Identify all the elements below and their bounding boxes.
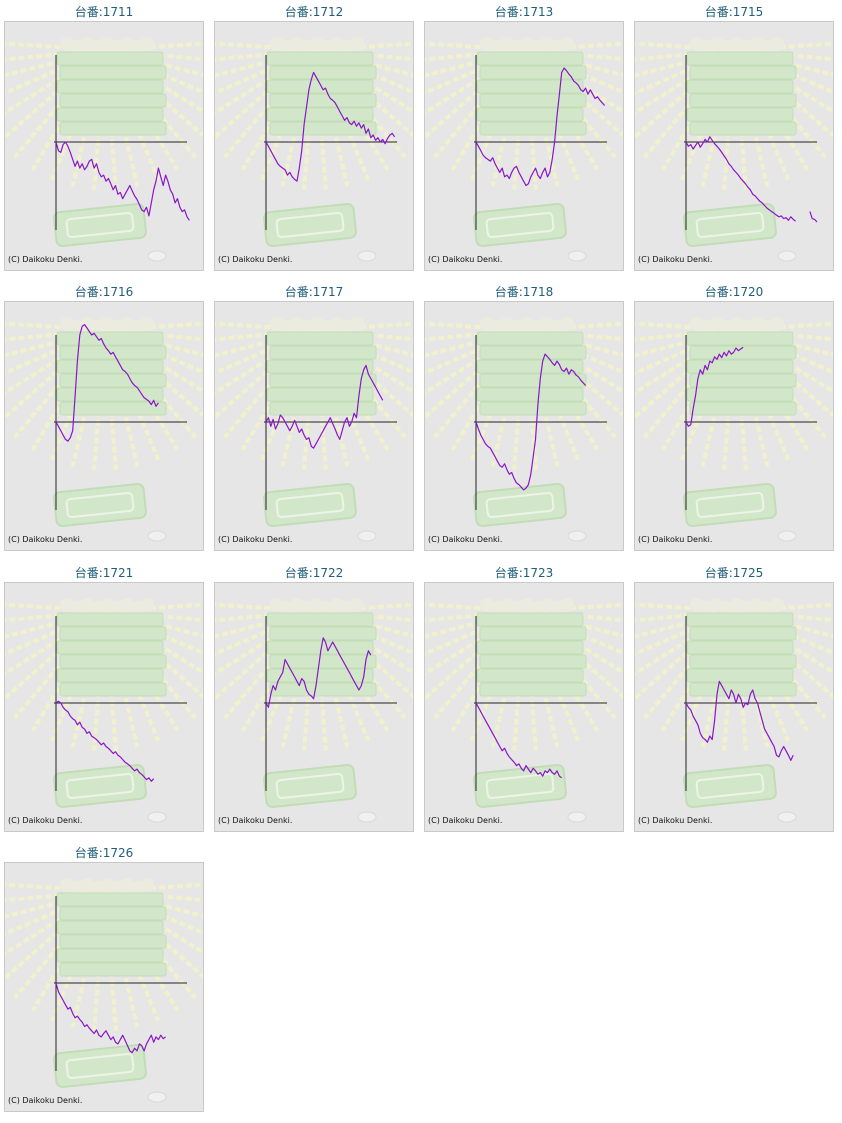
- series-line: [265, 71, 396, 182]
- series-line: [55, 982, 166, 1054]
- background-illustration: [215, 317, 413, 542]
- background-illustration: [425, 598, 623, 823]
- copyright-text: (C) Daikoku Denki.: [8, 816, 83, 825]
- chart-svg: [5, 598, 203, 823]
- chart-panel: (C) Daikoku Denki.: [4, 582, 204, 832]
- chart-title[interactable]: 台番:1715: [704, 5, 764, 19]
- series-line: [55, 700, 155, 782]
- background-illustration: [425, 317, 623, 542]
- copyright-text: (C) Daikoku Denki.: [638, 255, 713, 264]
- chart-panel: (C) Daikoku Denki.: [4, 21, 204, 271]
- chart-panel: (C) Daikoku Denki.: [424, 301, 624, 551]
- machine-chart: 台番:1722 (C) Daikoku Denki.: [212, 561, 416, 833]
- chart-panel: (C) Daikoku Denki.: [214, 301, 414, 551]
- chart-title[interactable]: 台番:1726: [74, 846, 134, 860]
- series-line: [685, 680, 794, 761]
- series-line: [55, 141, 190, 221]
- machine-chart: 台番:1720 (C) Daikoku Denki.: [632, 280, 836, 552]
- chart-title[interactable]: 台番:1720: [704, 285, 764, 299]
- chart-svg: [5, 317, 203, 542]
- chart-title[interactable]: 台番:1725: [704, 566, 764, 580]
- series-line: [475, 67, 606, 187]
- series-line: [809, 211, 818, 223]
- chart-panel: (C) Daikoku Denki.: [424, 21, 624, 271]
- chart-panel: (C) Daikoku Denki.: [424, 582, 624, 832]
- chart-title[interactable]: 台番:1712: [284, 5, 344, 19]
- series-line: [265, 364, 384, 449]
- machine-chart: 台番:1711 (C) Daikoku Denki.: [2, 0, 206, 272]
- copyright-text: (C) Daikoku Denki.: [638, 535, 713, 544]
- machine-chart: 台番:1713 (C) Daikoku Denki.: [422, 0, 626, 272]
- series-line: [55, 324, 159, 442]
- chart-svg: [215, 317, 413, 542]
- background-illustration: [635, 37, 833, 262]
- copyright-text: (C) Daikoku Denki.: [8, 535, 83, 544]
- chart-svg: [635, 37, 833, 262]
- background-illustration: [5, 317, 203, 542]
- copyright-text: (C) Daikoku Denki.: [218, 535, 293, 544]
- chart-title[interactable]: 台番:1711: [74, 5, 134, 19]
- copyright-text: (C) Daikoku Denki.: [218, 255, 293, 264]
- copyright-text: (C) Daikoku Denki.: [8, 1096, 83, 1105]
- chart-title[interactable]: 台番:1717: [284, 285, 344, 299]
- chart-title[interactable]: 台番:1722: [284, 566, 344, 580]
- chart-svg: [425, 598, 623, 823]
- series-line: [685, 346, 744, 427]
- series-line: [475, 702, 563, 779]
- chart-title[interactable]: 台番:1723: [494, 566, 554, 580]
- copyright-text: (C) Daikoku Denki.: [428, 535, 503, 544]
- chart-svg: [215, 598, 413, 823]
- chart-title[interactable]: 台番:1713: [494, 5, 554, 19]
- background-illustration: [635, 598, 833, 823]
- chart-panel: (C) Daikoku Denki.: [4, 301, 204, 551]
- series-line: [265, 637, 372, 708]
- chart-svg: [425, 37, 623, 262]
- background-illustration: [5, 598, 203, 823]
- chart-panel: (C) Daikoku Denki.: [634, 21, 834, 271]
- machine-chart: 台番:1717 (C) Daikoku Denki.: [212, 280, 416, 552]
- machine-chart: 台番:1723 (C) Daikoku Denki.: [422, 561, 626, 833]
- background-illustration: [215, 37, 413, 262]
- chart-svg: [5, 37, 203, 262]
- chart-panel: (C) Daikoku Denki.: [4, 862, 204, 1112]
- chart-svg: [5, 878, 203, 1103]
- chart-title[interactable]: 台番:1721: [74, 566, 134, 580]
- copyright-text: (C) Daikoku Denki.: [8, 255, 83, 264]
- chart-svg: [215, 37, 413, 262]
- chart-title[interactable]: 台番:1716: [74, 285, 134, 299]
- series-line: [475, 353, 587, 491]
- machine-chart: 台番:1726 (C) Daikoku Denki.: [2, 841, 206, 1113]
- copyright-text: (C) Daikoku Denki.: [428, 255, 503, 264]
- background-illustration: [5, 37, 203, 262]
- machine-chart: 台番:1721 (C) Daikoku Denki.: [2, 561, 206, 833]
- chart-panel: (C) Daikoku Denki.: [634, 582, 834, 832]
- chart-title[interactable]: 台番:1718: [494, 285, 554, 299]
- background-illustration: [215, 598, 413, 823]
- copyright-text: (C) Daikoku Denki.: [428, 816, 503, 825]
- series-line: [685, 136, 796, 222]
- machine-chart: 台番:1712 (C) Daikoku Denki.: [212, 0, 416, 272]
- machine-chart: 台番:1718 (C) Daikoku Denki.: [422, 280, 626, 552]
- copyright-text: (C) Daikoku Denki.: [218, 816, 293, 825]
- copyright-text: (C) Daikoku Denki.: [638, 816, 713, 825]
- chart-panel: (C) Daikoku Denki.: [214, 21, 414, 271]
- chart-panel: (C) Daikoku Denki.: [634, 301, 834, 551]
- machine-chart: 台番:1725 (C) Daikoku Denki.: [632, 561, 836, 833]
- machine-chart: 台番:1715 (C) Daikoku Denki.: [632, 0, 836, 272]
- chart-svg: [635, 598, 833, 823]
- background-illustration: [635, 317, 833, 542]
- chart-svg: [425, 317, 623, 542]
- chart-svg: [635, 317, 833, 542]
- background-illustration: [5, 878, 203, 1103]
- background-illustration: [425, 37, 623, 262]
- machine-chart: 台番:1716 (C) Daikoku Denki.: [2, 280, 206, 552]
- chart-panel: (C) Daikoku Denki.: [214, 582, 414, 832]
